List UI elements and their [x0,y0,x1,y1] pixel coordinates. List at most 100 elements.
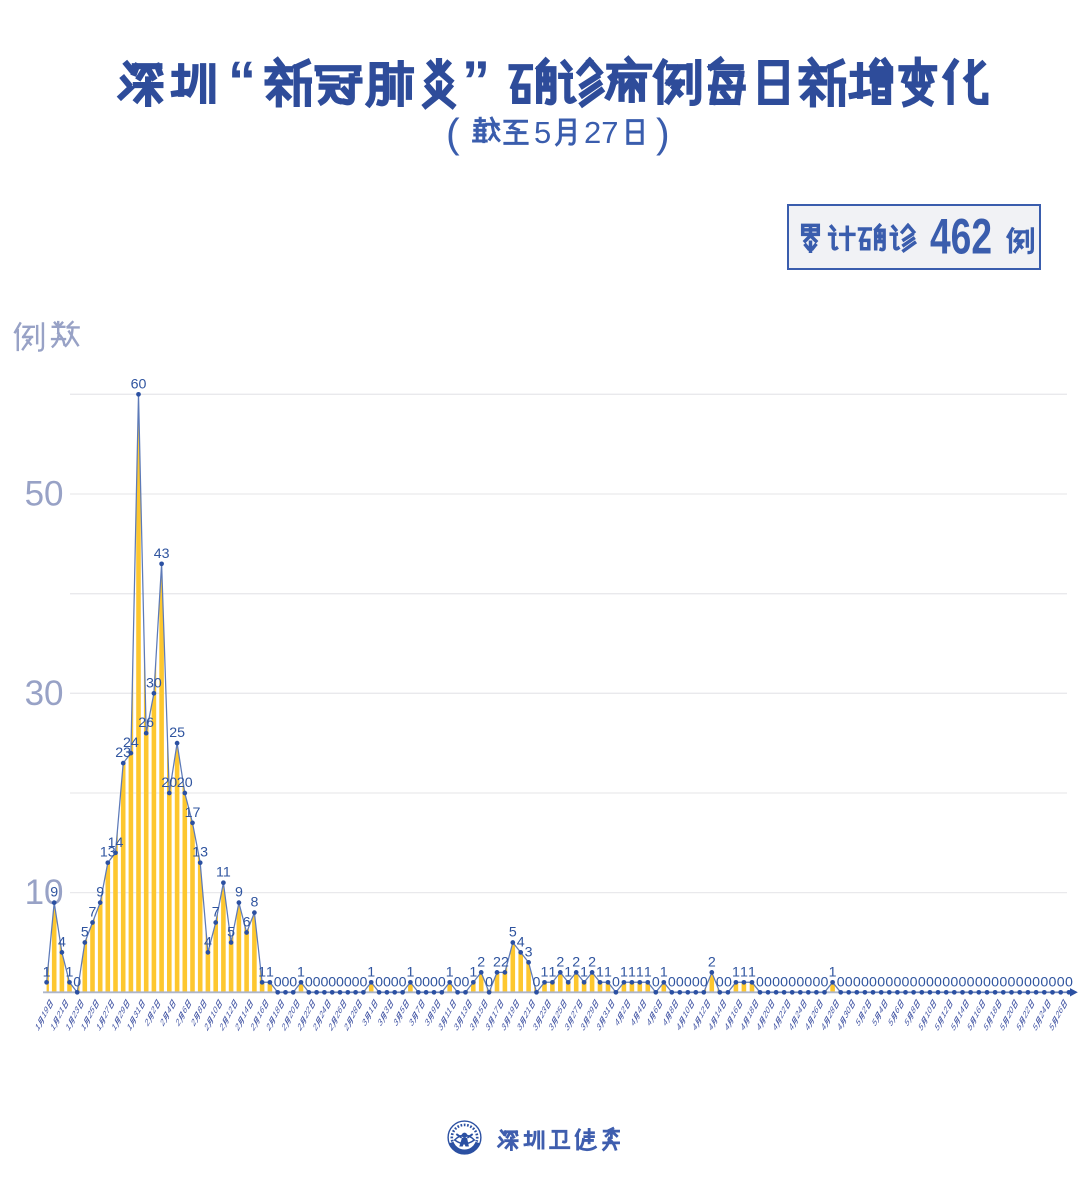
svg-text:1: 1 [258,964,266,980]
svg-text:0: 0 [837,974,845,990]
svg-text:12: 12 [225,1003,235,1020]
svg-text:43: 43 [154,546,170,562]
svg-text:26: 26 [138,715,154,731]
svg-text:0: 0 [1024,974,1032,990]
svg-text:24: 24 [318,1003,328,1020]
svg-text:2: 2 [861,1003,868,1016]
svg-text:4: 4 [58,934,66,950]
svg-text:18: 18 [271,1003,281,1020]
svg-text:0: 0 [1065,974,1073,990]
svg-text:2: 2 [620,1003,627,1016]
svg-text:2: 2 [572,954,580,970]
svg-text:2: 2 [150,1003,157,1016]
svg-text:60: 60 [131,376,147,392]
svg-text:5: 5 [983,1020,990,1033]
svg-text:4: 4 [636,1003,643,1016]
svg-text:4: 4 [707,1020,714,1033]
svg-text:2: 2 [556,954,564,970]
svg-text:2: 2 [281,1020,288,1033]
svg-text:0: 0 [684,974,692,990]
svg-text:26: 26 [334,1003,344,1020]
svg-text:0: 0 [454,974,462,990]
svg-text:1: 1 [564,964,572,980]
svg-text:1: 1 [95,1020,102,1033]
svg-text:5: 5 [934,1020,941,1033]
svg-text:0: 0 [845,974,853,990]
svg-text:15: 15 [475,1003,485,1020]
svg-text:2: 2 [588,954,596,970]
svg-text:4: 4 [723,1020,730,1033]
svg-text:0: 0 [975,974,983,990]
svg-text:1: 1 [469,964,477,980]
svg-text:2: 2 [312,1020,319,1033]
svg-text:5: 5 [81,925,89,941]
svg-text:0: 0 [967,974,975,990]
svg-text:0: 0 [885,974,893,990]
svg-text:23: 23 [538,1003,548,1020]
svg-text:5: 5 [1032,1020,1039,1033]
svg-text:1: 1 [580,964,588,980]
svg-text:25: 25 [86,1003,96,1020]
svg-text:2: 2 [144,1016,151,1029]
svg-text:2: 2 [296,1020,303,1033]
svg-text:4: 4 [204,934,212,950]
svg-text:4: 4 [788,1020,795,1033]
svg-text:5: 5 [999,1020,1006,1033]
svg-text:20: 20 [161,775,177,791]
svg-text:4: 4 [877,1003,884,1016]
svg-text:8: 8 [196,1003,203,1016]
svg-text:0: 0 [869,974,877,990]
svg-text:2: 2 [203,1020,210,1033]
svg-text:4: 4 [739,1020,746,1033]
svg-text:8: 8 [910,1003,917,1016]
svg-text:2: 2 [501,954,509,970]
svg-text:13: 13 [100,845,116,861]
svg-text:8: 8 [668,1003,675,1016]
svg-text:1: 1 [43,964,51,980]
svg-text:0: 0 [700,974,708,990]
svg-text:462: 462 [930,209,992,265]
svg-text:4: 4 [662,1016,669,1029]
svg-text:11: 11 [216,865,231,881]
svg-text:4: 4 [804,1020,811,1033]
svg-text:3: 3 [484,1020,491,1033]
svg-text:1: 1 [111,1020,118,1033]
svg-text:27: 27 [584,115,618,150]
svg-text:0: 0 [274,974,282,990]
svg-text:0: 0 [716,974,724,990]
svg-text:0: 0 [485,974,493,990]
svg-text:3: 3 [580,1020,587,1033]
svg-text:0: 0 [861,974,869,990]
svg-text:0: 0 [676,974,684,990]
svg-text:3: 3 [548,1020,555,1033]
svg-text:16: 16 [256,1003,266,1020]
svg-text:1: 1 [367,1003,374,1016]
svg-text:6: 6 [243,915,251,931]
svg-text:2: 2 [327,1020,334,1033]
svg-text:0: 0 [344,974,352,990]
svg-text:0: 0 [950,974,958,990]
svg-text:7: 7 [414,1003,421,1016]
svg-text:50: 50 [25,475,64,514]
svg-text:0: 0 [772,974,780,990]
svg-text:5: 5 [903,1016,910,1029]
svg-text:0: 0 [430,974,438,990]
svg-text:0: 0 [812,974,820,990]
svg-text:22: 22 [1022,1003,1032,1020]
svg-text:2: 2 [477,954,485,970]
svg-text:2: 2 [190,1016,197,1029]
svg-text:3: 3 [469,1020,476,1033]
svg-text:4: 4 [691,1020,698,1033]
svg-text:5: 5 [227,925,235,941]
svg-text:0: 0 [918,974,926,990]
svg-text:1: 1 [644,964,652,980]
svg-text:6: 6 [652,1003,659,1016]
svg-text:5: 5 [887,1016,894,1029]
svg-text:4: 4 [646,1016,653,1029]
svg-text:0: 0 [756,974,764,990]
svg-text:0: 0 [821,974,829,990]
svg-text:11: 11 [443,1004,452,1021]
svg-text:5: 5 [855,1016,862,1029]
svg-text:5: 5 [509,925,517,941]
svg-text:5: 5 [534,115,551,150]
